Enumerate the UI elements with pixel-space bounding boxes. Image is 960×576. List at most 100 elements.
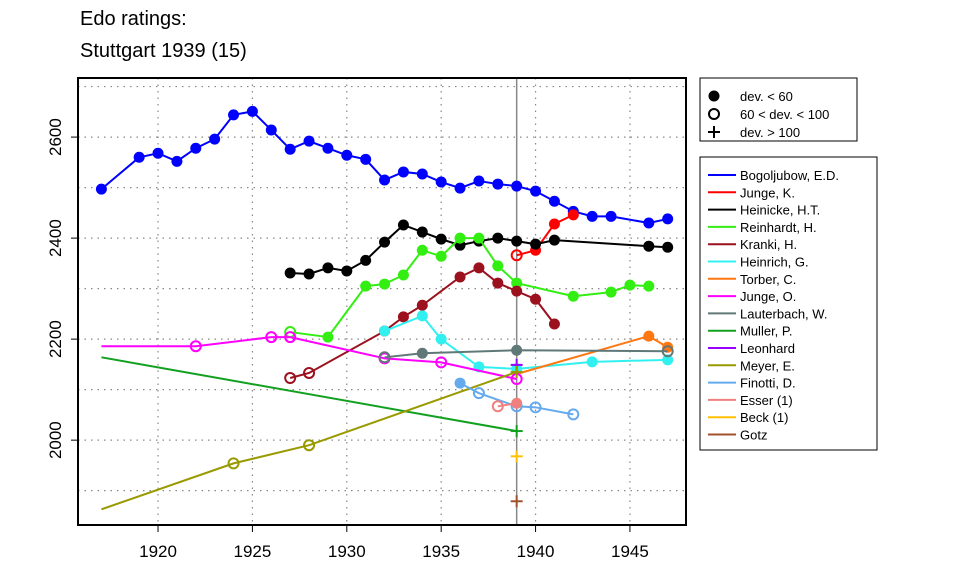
- point-filled: [416, 168, 428, 180]
- point-open: [284, 331, 297, 344]
- point-open: [510, 249, 523, 262]
- point-filled: [454, 271, 466, 283]
- point-open: [378, 351, 391, 364]
- point-filled: [416, 244, 428, 256]
- chart-subtitle: Stuttgart 1939 (15): [80, 40, 247, 62]
- series-bogoljubow-e-d-: [95, 105, 674, 229]
- point-filled: [284, 143, 296, 155]
- series-reinhardt-h-: [284, 232, 655, 343]
- y-tick-label: 2400: [46, 219, 65, 257]
- y-tick-label: 2200: [46, 320, 65, 358]
- point-filled: [643, 280, 655, 292]
- legend-label: Leonhard: [740, 341, 795, 356]
- point-filled: [190, 142, 202, 154]
- point-filled: [435, 250, 447, 262]
- point-filled: [511, 277, 523, 289]
- series-lauterbach-w-: [378, 344, 674, 364]
- point-filled: [152, 147, 164, 159]
- legend-label: Finotti, D.: [740, 376, 796, 391]
- point-filled: [473, 175, 485, 187]
- point-filled: [95, 183, 107, 195]
- point-filled: [548, 218, 560, 230]
- point-filled: [492, 260, 504, 272]
- point-filled: [492, 178, 504, 190]
- point-filled: [209, 133, 221, 145]
- point-filled: [511, 180, 523, 192]
- series-line: [101, 371, 518, 511]
- point-filled: [511, 285, 523, 297]
- legend-label: Meyer, E.: [740, 358, 795, 373]
- x-tick-label: 1930: [328, 542, 366, 561]
- legend-label: Bogoljubow, E.D.: [740, 168, 839, 183]
- point-filled: [492, 277, 504, 289]
- point-filled: [416, 226, 428, 238]
- point-open: [303, 439, 316, 452]
- series-gotz: [510, 495, 523, 508]
- point-filled: [605, 286, 617, 298]
- legend-label: Torber, C.: [740, 272, 796, 287]
- series-line: [101, 356, 517, 433]
- point-open: [708, 108, 720, 120]
- series-line: [290, 237, 649, 339]
- legend-label: Kranki, H.: [740, 237, 797, 252]
- marker-legend-label: dev. > 100: [740, 125, 800, 140]
- legend-label: Junge, K.: [740, 185, 795, 200]
- point-filled: [379, 236, 391, 248]
- point-filled: [643, 240, 655, 252]
- point-filled: [511, 397, 523, 409]
- point-filled: [605, 210, 617, 222]
- y-tick-label: 2600: [46, 118, 65, 156]
- point-filled: [662, 354, 674, 366]
- series-line: [516, 213, 574, 257]
- x-tick-label: 1920: [139, 542, 177, 561]
- point-filled: [322, 262, 334, 274]
- point-filled: [322, 331, 334, 343]
- point-filled: [435, 233, 447, 245]
- point-open: [529, 401, 542, 414]
- series-torber-c-: [516, 330, 674, 375]
- point-filled: [530, 293, 542, 305]
- point-filled: [379, 278, 391, 290]
- legend-label: Junge, O.: [740, 289, 796, 304]
- point-open: [303, 366, 316, 379]
- point-filled: [397, 269, 409, 281]
- point-filled: [435, 333, 447, 345]
- series-meyer-e-: [101, 365, 523, 511]
- x-tick-label: 1935: [422, 542, 460, 561]
- legend-label: Esser (1): [740, 393, 793, 408]
- point-open: [435, 356, 448, 369]
- point-filled: [397, 311, 409, 323]
- point-filled: [530, 238, 542, 250]
- point-filled: [548, 195, 560, 207]
- legend-label: Muller, P.: [740, 324, 793, 339]
- point-filled: [492, 232, 504, 244]
- x-tick-label: 1925: [234, 542, 272, 561]
- point-filled: [171, 155, 183, 167]
- point-filled: [567, 290, 579, 302]
- legend-label: Heinrich, G.: [740, 255, 809, 270]
- y-tick-label: 2000: [46, 421, 65, 459]
- series-line: [516, 335, 669, 375]
- legend-label: Beck (1): [740, 410, 788, 425]
- marker-legend-box: [699, 77, 858, 142]
- point-filled: [511, 344, 523, 356]
- point-filled: [643, 217, 655, 229]
- point-filled: [548, 234, 560, 246]
- point-filled: [265, 124, 277, 136]
- point-filled: [341, 149, 353, 161]
- point-open: [661, 345, 674, 358]
- series-line: [100, 110, 668, 224]
- point-filled: [662, 241, 674, 253]
- point-filled: [473, 232, 485, 244]
- point-filled: [228, 109, 240, 121]
- x-tick-label: 1945: [611, 542, 649, 561]
- point-filled: [454, 377, 466, 389]
- point-open: [284, 372, 297, 385]
- series-beck-: [510, 450, 523, 463]
- point-filled: [303, 135, 315, 147]
- point-filled: [133, 151, 145, 163]
- series-junge-k-: [510, 209, 579, 262]
- point-filled: [416, 310, 428, 322]
- point-filled: [341, 265, 353, 277]
